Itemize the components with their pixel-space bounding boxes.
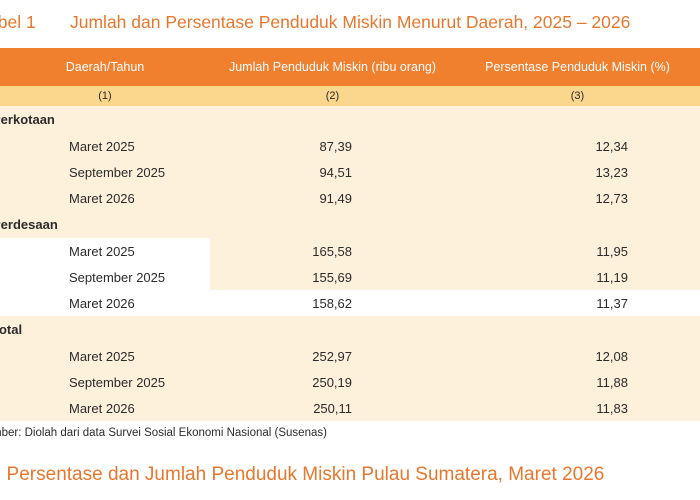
period-cell: September 2025 [0,159,210,185]
group-name: Total [0,316,210,343]
percent-cell: 11,83 [455,395,700,421]
period-cell: Maret 2025 [0,238,210,264]
period-cell: Maret 2025 [0,133,210,159]
column-number-row: (1) (2) (3) [0,86,700,106]
percent-cell: 11,37 [455,290,700,316]
percent-cell: 11,19 [455,264,700,290]
table-row: Maret 2025 165,58 11,95 [0,238,700,264]
group-name: Perdesaan [0,211,210,238]
header-poor-percent: Persentase Penduduk Miskin (%) [455,48,700,86]
percent-cell: 12,08 [455,343,700,369]
count-cell: 252,97 [210,343,455,369]
source-note: mber: Diolah dari data Survei Sosial Eko… [0,427,327,439]
header-region-year: Daerah/Tahun [0,48,210,86]
count-cell: 94,51 [210,159,455,185]
column-number: (1) [0,86,210,106]
count-cell: 91,49 [210,185,455,211]
percent-cell: 11,95 [455,238,700,264]
table-label: abel 1 [0,12,36,32]
table-row: September 2025 250,19 11,88 [0,369,700,395]
period-cell: Maret 2026 [0,185,210,211]
count-cell: 158,62 [210,290,455,316]
percent-cell: 13,23 [455,159,700,185]
period-cell: Maret 2025 [0,343,210,369]
table-row: September 2025 155,69 11,19 [0,264,700,290]
group-name: Perkotaan [0,106,210,133]
poverty-table: Daerah/Tahun Jumlah Penduduk Miskin (rib… [0,48,700,421]
header-poor-count: Jumlah Penduduk Miskin (ribu orang) [210,48,455,86]
period-cell: September 2025 [0,264,210,290]
count-cell: 165,58 [210,238,455,264]
table-title: Jumlah dan Persentase Penduduk Miskin Me… [70,12,631,32]
table-row: Maret 2026 250,11 11,83 [0,395,700,421]
count-cell: 87,39 [210,133,455,159]
table-row: September 2025 94,51 13,23 [0,159,700,185]
table-row: Maret 2026 158,62 11,37 [0,290,700,316]
table-header-row: Daerah/Tahun Jumlah Penduduk Miskin (rib… [0,48,700,86]
count-cell: 250,19 [210,369,455,395]
table-row: Maret 2025 87,39 12,34 [0,133,700,159]
column-number: (2) [210,86,455,106]
percent-cell: 12,34 [455,133,700,159]
percent-cell: 12,73 [455,185,700,211]
period-cell: Maret 2026 [0,290,210,316]
table-row: Maret 2025 252,97 12,08 [0,343,700,369]
group-row-total: Total [0,316,700,343]
group-row-perdesaan: Perdesaan [0,211,700,238]
percent-cell: 11,88 [455,369,700,395]
column-number: (3) [455,86,700,106]
group-row-perkotaan: Perkotaan [0,106,700,133]
table-row: Maret 2026 91,49 12,73 [0,185,700,211]
next-section-title: . Persentase dan Jumlah Penduduk Miskin … [0,464,605,485]
period-cell: September 2025 [0,369,210,395]
count-cell: 155,69 [210,264,455,290]
period-cell: Maret 2026 [0,395,210,421]
count-cell: 250,11 [210,395,455,421]
